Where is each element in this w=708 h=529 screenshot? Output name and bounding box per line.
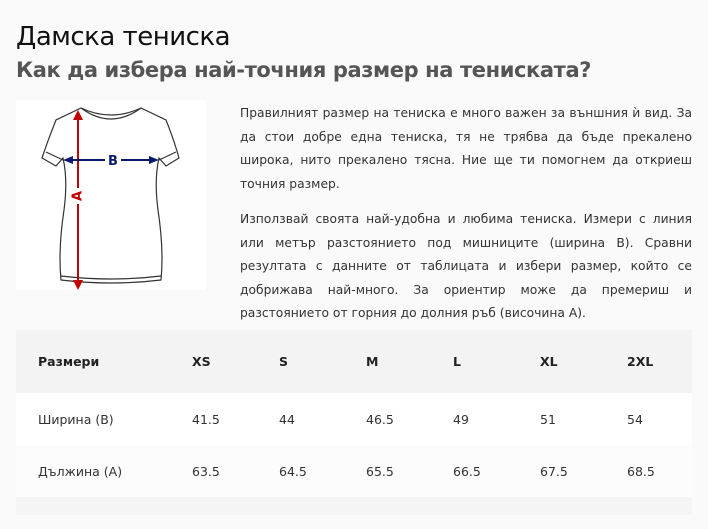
- height-arrow-a: A: [71, 110, 86, 290]
- page-subtitle: Как да избера най-точния размер на тенис…: [16, 58, 592, 82]
- cell: 51: [540, 411, 556, 427]
- cell: 44: [279, 411, 295, 427]
- row-label: Ширина (B): [38, 411, 114, 427]
- header-cell: M: [366, 354, 379, 369]
- cell: 49: [453, 411, 469, 427]
- size-table: Размери XS S M L XL 2XL Ширина (B) 41.5 …: [16, 330, 692, 497]
- header-cell: S: [279, 354, 289, 369]
- row-label: Дължина (А): [38, 463, 123, 479]
- page-title: Дамска тениска: [16, 22, 231, 52]
- table-footer: [16, 497, 692, 515]
- cell: 41.5: [192, 411, 220, 427]
- tshirt-measurement-diagram: A B: [16, 100, 206, 290]
- header-cell: XS: [192, 354, 211, 369]
- table-row: Дължина (А) 63.5 64.5 65.5 66.5 67.5 68.…: [16, 445, 692, 497]
- table-row: Ширина (B) 41.5 44 46.5 49 51 54: [16, 393, 692, 445]
- paragraph: Използвай своята най-удобна и любима тен…: [240, 212, 692, 320]
- paragraph: Правилният размер на тениска е много важ…: [240, 106, 692, 191]
- cell: 66.5: [453, 463, 481, 479]
- header-cell: XL: [540, 354, 558, 369]
- cell: 64.5: [279, 463, 307, 479]
- header-cell: 2XL: [627, 354, 654, 369]
- header-cell: Размери: [38, 354, 100, 369]
- cell: 65.5: [366, 463, 394, 479]
- label-a: A: [71, 191, 86, 201]
- table-header-row: Размери XS S M L XL 2XL: [16, 330, 692, 393]
- description: Правилният размер на тениска е много важ…: [240, 102, 692, 338]
- width-arrow-b: B: [63, 152, 159, 169]
- cell: 54: [627, 411, 643, 427]
- cell: 68.5: [627, 463, 655, 479]
- cell: 67.5: [540, 463, 568, 479]
- cell: 63.5: [192, 463, 220, 479]
- cell: 46.5: [366, 411, 394, 427]
- header-cell: L: [453, 354, 461, 369]
- label-b: B: [108, 154, 118, 169]
